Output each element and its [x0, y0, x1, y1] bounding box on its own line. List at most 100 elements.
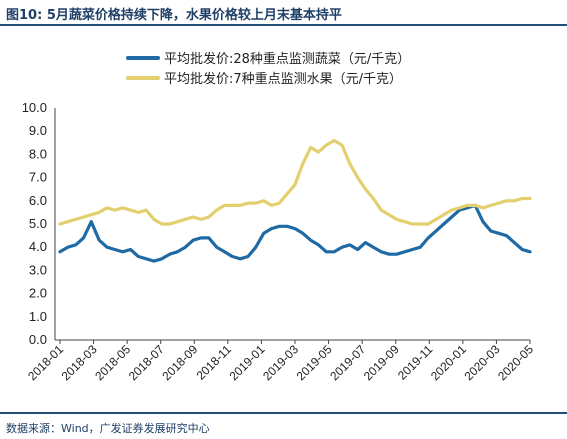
data-point-fruits: [152, 218, 156, 221]
x-tick-label: 2020-01: [428, 342, 469, 383]
y-tick-label: 10.0: [22, 100, 47, 115]
data-point-fruits: [348, 162, 351, 165]
y-tick-label: 7.0: [29, 170, 47, 185]
data-point-vegetables: [231, 255, 234, 258]
figure-title-bar: 图10: 5月蔬菜价格持续下降，水果价格较上月末基本持平: [0, 0, 567, 26]
figure-title: 图10: 5月蔬菜价格持续下降，水果价格较上月末基本持平: [6, 8, 342, 23]
data-point-fruits: [325, 143, 328, 147]
data-point-vegetables: [434, 229, 438, 233]
data-point-fruits: [333, 139, 336, 142]
data-point-vegetables: [176, 250, 179, 253]
data-point-fruits: [90, 213, 93, 216]
data-point-vegetables: [528, 250, 532, 253]
data-point-vegetables: [450, 215, 453, 219]
data-point-vegetables: [82, 236, 85, 240]
data-point-vegetables: [387, 253, 391, 256]
data-point-fruits: [528, 197, 532, 200]
data-point-fruits: [215, 208, 218, 212]
data-point-vegetables: [184, 246, 187, 249]
data-point-vegetables: [301, 232, 304, 235]
data-point-fruits: [411, 222, 414, 226]
data-point-vegetables: [246, 255, 250, 258]
data-point-fruits: [521, 197, 524, 200]
data-point-vegetables: [207, 236, 210, 240]
data-point-fruits: [82, 215, 85, 219]
data-point-fruits: [513, 199, 516, 202]
data-point-fruits: [58, 222, 62, 226]
data-point-vegetables: [356, 248, 359, 251]
data-point-fruits: [98, 211, 101, 214]
y-tick-label: 2.0: [29, 286, 47, 301]
y-tick-label: 9.0: [29, 123, 47, 138]
data-point-vegetables: [90, 220, 93, 223]
y-tick-label: 8.0: [29, 146, 47, 161]
y-tick-label: 6.0: [29, 193, 47, 208]
data-point-fruits: [176, 220, 179, 223]
data-point-fruits: [278, 201, 281, 205]
data-point-vegetables: [113, 248, 117, 251]
data-point-fruits: [74, 218, 77, 221]
data-point-vegetables: [317, 243, 320, 247]
data-point-vegetables: [505, 234, 508, 237]
data-point-fruits: [254, 201, 257, 205]
x-tick-label: 2019-05: [294, 342, 335, 383]
plot-area: 0.0 1.0 2.0 3.0 4.0 5.0 6.0 7.0 8.0 9.0 10.0 2018-…: [22, 100, 537, 383]
data-point-vegetables: [403, 250, 406, 253]
data-point-fruits: [505, 199, 508, 202]
data-point-fruits: [66, 220, 70, 223]
data-point-fruits: [474, 204, 477, 207]
data-point-vegetables: [98, 239, 101, 242]
data-point-fruits: [160, 222, 163, 226]
data-point-fruits: [450, 208, 453, 212]
data-point-vegetables: [223, 250, 226, 253]
data-point-fruits: [184, 218, 187, 221]
data-point-fruits: [286, 192, 289, 195]
data-point-fruits: [427, 222, 430, 226]
data-point-vegetables: [286, 225, 289, 228]
data-point-vegetables: [325, 250, 328, 253]
data-point-vegetables: [152, 259, 156, 263]
x-tick-label: 2019-11: [395, 342, 436, 383]
data-point-vegetables: [192, 239, 195, 242]
x-tick-label: 2019-01: [227, 342, 268, 383]
data-point-fruits: [364, 188, 367, 191]
data-point-fruits: [309, 146, 312, 149]
data-point-fruits: [113, 208, 117, 212]
data-point-vegetables: [239, 257, 242, 260]
data-point-fruits: [434, 218, 438, 221]
data-point-fruits: [356, 176, 359, 179]
source-note: 数据来源：Wind，广发证券发展研究中心: [6, 422, 210, 435]
data-point-vegetables: [270, 227, 273, 230]
x-axis-ticks: 2018-012018-032018-052018-072018-092018-…: [25, 340, 536, 383]
x-tick-label: 2019-03: [260, 342, 301, 383]
x-tick-label: 2019-09: [361, 342, 402, 383]
x-tick-label: 2019-07: [327, 342, 368, 383]
data-point-fruits: [168, 222, 171, 226]
y-tick-label: 5.0: [29, 216, 47, 231]
data-point-vegetables: [333, 250, 336, 253]
data-point-vegetables: [66, 246, 70, 249]
data-point-fruits: [481, 206, 485, 209]
data-point-fruits: [466, 204, 469, 207]
x-tick-label: 2018-11: [194, 342, 235, 383]
data-point-vegetables: [395, 253, 398, 256]
data-point-fruits: [262, 199, 265, 202]
y-tick-label: 3.0: [29, 262, 47, 277]
data-point-vegetables: [105, 246, 109, 249]
data-point-vegetables: [497, 232, 500, 235]
data-point-vegetables: [293, 227, 297, 230]
data-point-vegetables: [309, 239, 312, 242]
data-point-fruits: [403, 220, 406, 223]
data-point-fruits: [372, 197, 375, 200]
data-point-fruits: [340, 143, 344, 147]
legend-label-vegetables: 平均批发价:28种重点监测蔬菜（元/千克）: [164, 51, 410, 67]
data-point-fruits: [105, 206, 109, 209]
data-point-fruits: [419, 222, 422, 226]
data-point-fruits: [145, 208, 148, 212]
data-point-fruits: [223, 204, 226, 207]
y-axis-ticks: 0.0 1.0 2.0 3.0 4.0 5.0 6.0 7.0 8.0 9.0 10.0: [22, 100, 47, 347]
x-tick-label: 2018-05: [92, 342, 133, 383]
data-point-fruits: [489, 204, 492, 207]
data-point-vegetables: [513, 241, 516, 244]
source-bar: 数据来源：Wind，广发证券发展研究中心: [0, 412, 567, 439]
